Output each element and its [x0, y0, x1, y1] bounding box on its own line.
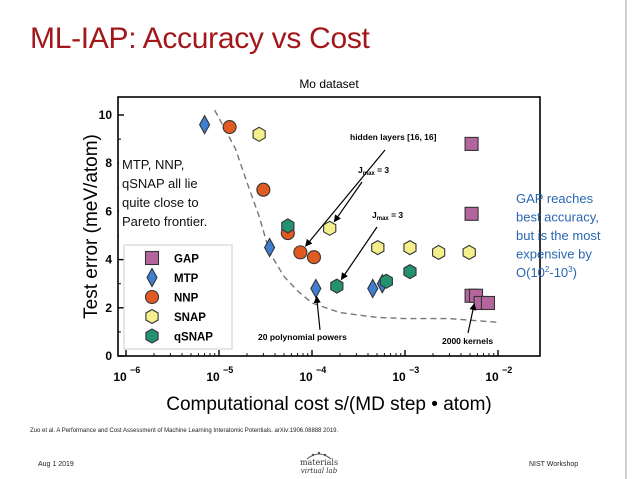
annotation-jmax_b: Jmax = 3 — [372, 210, 403, 222]
snap-point — [462, 244, 476, 261]
gap-point — [480, 295, 496, 311]
snap-point — [403, 239, 417, 256]
legend-layer: GAP MTP NNP SNAP qSNAP — [123, 244, 233, 350]
note-right-line: expensive by — [516, 247, 592, 262]
nnp-point — [306, 250, 322, 265]
x-tick-exponent: −5 — [223, 365, 233, 375]
legend-label-snap: SNAP — [174, 312, 206, 324]
annotation-arrow-jmax_a — [333, 181, 363, 223]
snap-point — [323, 220, 337, 236]
annotation-poly: 20 polynomial powers — [258, 332, 347, 342]
citation: Zuo et al. A Performance and Cost Assess… — [30, 428, 339, 434]
note-left-line: Pareto frontier. — [122, 214, 207, 229]
snap-point — [432, 244, 446, 261]
annotation-hidden: hidden layers [16, 16] — [350, 132, 437, 142]
x-axis-label: Computational cost s/(MD step • atom) — [166, 394, 492, 415]
y-tick-label: 8 — [105, 156, 112, 170]
chart-title: Mo dataset — [299, 77, 359, 91]
y-tick-label: 10 — [99, 108, 113, 122]
note-left-bg — [119, 148, 231, 240]
snap-point — [371, 239, 385, 256]
y-tick-label: 2 — [105, 301, 112, 315]
y-axis-label: Test error (meV/atom) — [81, 134, 102, 319]
legend-box — [123, 244, 233, 350]
legend-label-gap: GAP — [174, 254, 199, 266]
note-left-line: quite close to — [122, 195, 199, 210]
annotation-jmax_a: Jmax = 3 — [358, 165, 389, 177]
mtp-point — [198, 114, 211, 135]
footer-venue: NIST Workshop — [529, 461, 579, 468]
nnp-point — [222, 120, 237, 135]
legend-label-nnp: NNP — [174, 293, 199, 305]
x-tick-label: 10 — [206, 370, 220, 384]
logo-line-1: materials — [299, 458, 339, 467]
note-left-line: qSNAP all lie — [122, 176, 198, 191]
x-tick-label: 10 — [485, 370, 499, 384]
gap-point — [464, 136, 479, 151]
note-right-line: best accuracy, — [516, 210, 599, 225]
y-tick-label: 4 — [105, 253, 112, 267]
legend-marker-mtp — [146, 267, 158, 288]
nnp-point — [256, 182, 271, 197]
snap-point — [252, 126, 266, 142]
x-tick-exponent: −3 — [409, 365, 419, 375]
pareto-front-line — [214, 109, 499, 323]
pareto-front-layer — [214, 109, 499, 323]
qsnap-point — [330, 278, 344, 294]
qsnap-point — [403, 263, 417, 280]
y-tick-label: 0 — [105, 349, 112, 363]
x-tick-label: 10 — [299, 370, 313, 384]
annotation-arrow-kernels — [467, 302, 477, 334]
right-edge-rule — [625, 0, 627, 479]
note-left-line: MTP, NNP, — [122, 157, 184, 172]
mtp-point — [367, 278, 379, 299]
legend-marker-gap — [144, 250, 160, 266]
qsnap-point — [281, 218, 295, 234]
logo-line-2: virtual lab — [300, 467, 338, 475]
annotation-arrow-jmax_b — [340, 226, 378, 281]
legend-marker-snap — [145, 308, 159, 325]
x-tick-exponent: −2 — [502, 365, 512, 375]
annotations-layer: hidden layers [16, 16] Jmax = 3 Jmax = 3 20… — [258, 132, 493, 346]
x-tick-exponent: −4 — [316, 365, 326, 375]
x-tick-label: 10 — [113, 370, 127, 384]
annotation-arrow-poly — [313, 295, 321, 331]
legend-label-qsnap: qSNAP — [174, 332, 213, 344]
note-right-line: O(102-103) — [516, 265, 577, 280]
logo-mark-icon — [306, 451, 332, 460]
note-right-line: GAP reaches — [516, 191, 594, 206]
legend-marker-qsnap — [145, 328, 159, 344]
nnp-point — [293, 245, 308, 260]
gap-point — [464, 206, 479, 221]
annotation-arrow-hidden — [305, 149, 386, 247]
legend-marker-nnp — [144, 289, 160, 305]
legend-label-mtp: MTP — [174, 273, 199, 285]
materials-virtual-lab-logo: materials virtual lab — [287, 451, 351, 477]
annotation-kernels: 2000 kernels — [442, 336, 493, 346]
notes-layer: MTP, NNP, qSNAP all lie quite close to Pare… — [119, 148, 601, 280]
x-tick-label: 10 — [392, 370, 406, 384]
footer-date: Aug 1 2019 — [38, 461, 74, 468]
x-tick-exponent: −6 — [130, 365, 140, 375]
note-right-line: but is the most — [516, 228, 601, 243]
data-points-layer — [198, 114, 496, 311]
qsnap-point — [379, 273, 393, 289]
mtp-point — [263, 237, 276, 258]
slide-title: ML-IAP: Accuracy vs Cost — [30, 22, 370, 55]
y-tick-label: 6 — [105, 204, 112, 218]
